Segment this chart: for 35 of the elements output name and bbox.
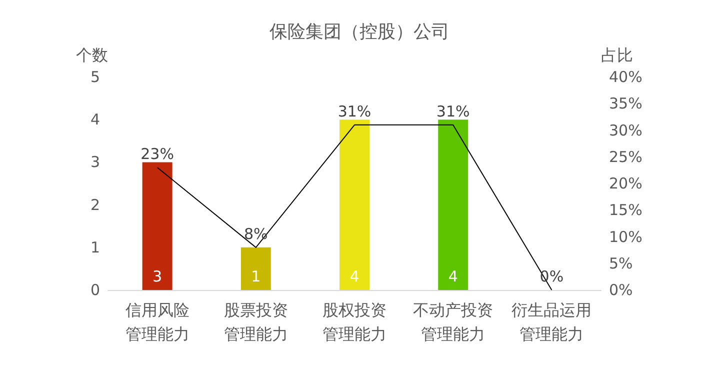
y2-tick-label: 30% <box>609 121 642 140</box>
data-label: 8% <box>244 224 268 243</box>
chart-title: 保险集团（控股）公司 <box>270 22 450 42</box>
x-tick-label: 股权投资管理能力 <box>322 300 386 344</box>
data-label: 4 <box>448 268 458 286</box>
x-tick-label: 股票投资管理能力 <box>224 300 288 344</box>
bar <box>340 120 370 290</box>
y-tick-label: 4 <box>90 110 100 129</box>
data-label: 31% <box>338 102 372 120</box>
bar <box>142 162 172 290</box>
y-tick-label: 2 <box>90 196 100 214</box>
bar <box>240 247 271 290</box>
y-tick-label: 0 <box>90 281 100 299</box>
y-tick-label: 1 <box>90 238 100 256</box>
y2-tick-label: 40% <box>609 68 642 86</box>
y2-tick-label: 25% <box>609 148 642 166</box>
y-axis-title: 个数 <box>76 46 108 64</box>
x-tick-label: 不动产投资管理能力 <box>413 300 494 344</box>
y2-tick-label: 5% <box>609 254 633 272</box>
x-tick-label: 衍生品运用管理能力 <box>512 300 592 344</box>
y-tick-label: 5 <box>90 68 100 86</box>
y-tick-label: 3 <box>90 153 100 172</box>
x-tick-label: 信用风险管理能力 <box>125 300 190 344</box>
y2-tick-label: 20% <box>609 174 642 192</box>
y2-tick-label: 15% <box>609 201 642 220</box>
data-label: 31% <box>436 102 470 120</box>
y2-tick-label: 35% <box>609 94 642 113</box>
y2-axis-title: 占比 <box>601 46 633 64</box>
data-label: 23% <box>140 145 174 164</box>
data-label: 4 <box>350 268 360 286</box>
data-label: 3 <box>152 268 162 286</box>
data-label: 1 <box>251 268 261 286</box>
bar <box>438 120 468 290</box>
y2-tick-label: 0% <box>609 281 633 299</box>
y2-tick-label: 10% <box>609 228 642 246</box>
